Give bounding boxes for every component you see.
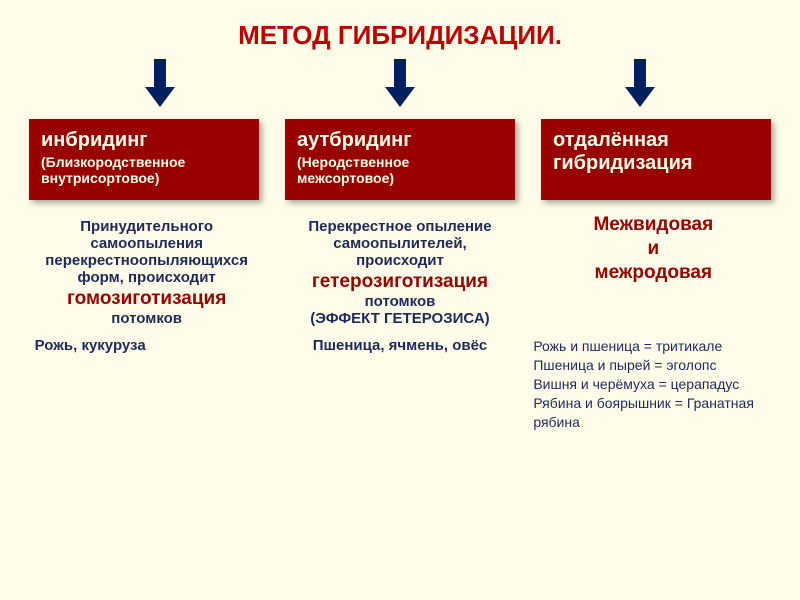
example-list-item: Рожь и пшеница = тритикале xyxy=(533,337,773,356)
example-list-item: Пшеница и пырей = эголопс xyxy=(533,356,773,375)
description-line: и xyxy=(533,238,773,260)
example-list: Рожь и пшеница = тритикалеПшеница и пыре… xyxy=(533,337,773,431)
description-line: форм, происходит xyxy=(27,269,267,286)
example-list-item: Вишня и черёмуха = церападус xyxy=(533,375,773,394)
description-line: перекрестноопыляющихся xyxy=(27,252,267,269)
arrow-1 xyxy=(145,59,175,107)
page-title: МЕТОД ГИБРИДИЗАЦИИ. xyxy=(0,0,800,59)
description-line: потомков xyxy=(280,293,520,310)
arrows-row xyxy=(0,59,800,119)
arrow-stem xyxy=(394,59,406,87)
box-distant-hybridization: отдалённая гибридизация xyxy=(541,119,771,200)
arrow-stem xyxy=(634,59,646,87)
description-col-2: Перекрестное опылениесамоопылителей,прои… xyxy=(280,218,520,327)
arrow-2 xyxy=(385,59,415,107)
box-title: отдалённая гибридизация xyxy=(553,129,759,175)
description-line: межродовая xyxy=(533,262,773,284)
example-col-2: Пшеница, ячмень, овёс xyxy=(280,337,520,431)
box-subtitle: (Неродственное межсортовое) xyxy=(297,154,503,186)
example-col-1: Рожь, кукуруза xyxy=(27,337,267,431)
description-line: происходит xyxy=(280,252,520,269)
description-line: потомков xyxy=(27,310,267,327)
examples-row: Рожь, кукуруза Пшеница, ячмень, овёс Рож… xyxy=(0,327,800,431)
arrow-3 xyxy=(625,59,655,107)
box-title: аутбридинг xyxy=(297,129,503,152)
description-line: самоопыления xyxy=(27,235,267,252)
arrow-stem xyxy=(154,59,166,87)
box-inbreeding: инбридинг (Близкородственное внутрисорто… xyxy=(29,119,259,200)
box-outbreeding: аутбридинг (Неродственное межсортовое) xyxy=(285,119,515,200)
description-line: гетерозиготизация xyxy=(280,271,520,293)
description-line: (ЭФФЕКТ ГЕТЕРОЗИСА) xyxy=(280,310,520,327)
box-subtitle: (Близкородственное внутрисортовое) xyxy=(41,154,247,186)
description-col-1: Принудительногосамоопыленияперекрестнооп… xyxy=(27,218,267,327)
box-title: инбридинг xyxy=(41,129,247,152)
description-col-3: Межвидоваяимежродовая xyxy=(533,212,773,327)
arrow-head xyxy=(625,87,655,107)
boxes-row: инбридинг (Близкородственное внутрисорто… xyxy=(0,119,800,200)
description-line: самоопылителей, xyxy=(280,235,520,252)
description-line: гомозиготизация xyxy=(27,288,267,310)
example-col-3: Рожь и пшеница = тритикалеПшеница и пыре… xyxy=(533,337,773,431)
description-line: Принудительного xyxy=(27,218,267,235)
descriptions-row: Принудительногосамоопыленияперекрестнооп… xyxy=(0,200,800,327)
description-line: Перекрестное опыление xyxy=(280,218,520,235)
arrow-head xyxy=(145,87,175,107)
example-list-item: Рябина и боярышник = Гранатная рябина xyxy=(533,394,773,432)
description-line: Межвидовая xyxy=(533,214,773,236)
arrow-head xyxy=(385,87,415,107)
